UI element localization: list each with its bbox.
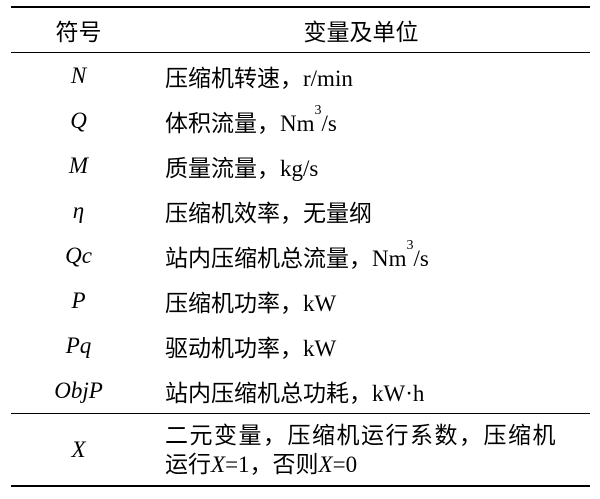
desc-X: 二元变量，压缩机运行系数，压缩机 运行X=1，否则X=0 [146, 421, 590, 479]
desc-X-line2-text: 运行 [165, 451, 211, 477]
superscript-3: 3 [406, 237, 414, 253]
symbol-Pq: Pq [65, 332, 92, 358]
desc-Pq: 驱动机功率，kW [165, 335, 337, 361]
table-row: η 压缩机效率，无量纲 [11, 188, 590, 233]
desc-X-line2-text: =0 [332, 451, 358, 477]
table-row: Pq 驱动机功率，kW [11, 323, 590, 368]
desc-X-line1: 二元变量，压缩机运行系数，压缩机 [165, 422, 557, 448]
table-row: Q 体积流量，Nm3/s [11, 98, 590, 143]
header-symbol-cell: 符号 [55, 20, 102, 45]
table-row: M 质量流量，kg/s [11, 143, 590, 188]
symbol-X: X [71, 436, 86, 462]
desc-X-var: X [211, 451, 226, 477]
desc-Qc-unit: /s [413, 245, 429, 271]
desc-Qc-text: 站内压缩机总流量，Nm [165, 245, 407, 271]
desc-P: 压缩机功率，kW [165, 290, 337, 316]
symbol-eta: η [72, 197, 85, 223]
desc-Q: 体积流量，Nm3/s [146, 102, 590, 138]
table-header-row: 符号 变量及单位 [11, 8, 590, 53]
desc-M: 质量流量，kg/s [165, 155, 319, 181]
desc-X-var: X [318, 451, 333, 477]
desc-Q-unit: /s [321, 110, 337, 136]
table-row: X 二元变量，压缩机运行系数，压缩机 运行X=1，否则X=0 [11, 413, 590, 485]
desc-eta: 压缩机效率，无量纲 [165, 200, 372, 226]
header-variable-unit-cell: 变量及单位 [303, 20, 419, 45]
symbol-M: M [68, 152, 89, 178]
table-row: N 压缩机转速，r/min [11, 53, 590, 98]
symbol-Q: Q [70, 107, 87, 133]
superscript-3: 3 [314, 102, 322, 118]
desc-ObjP: 站内压缩机总功耗，kW·h [165, 380, 425, 406]
symbol-N: N [70, 62, 87, 88]
table-row: Qc 站内压缩机总流量，Nm3/s [11, 233, 590, 278]
symbol-Qc: Qc [65, 242, 92, 268]
nomenclature-table: 符号 变量及单位 N 压缩机转速，r/min Q 体积流量，Nm3/s M 质量… [11, 6, 590, 487]
desc-Qc: 站内压缩机总流量，Nm3/s [146, 237, 590, 273]
desc-Q-text: 体积流量，Nm [165, 110, 315, 136]
table-row: P 压缩机功率，kW [11, 278, 590, 323]
desc-N: 压缩机转速，r/min [165, 65, 353, 91]
table-row: ObjP 站内压缩机总功耗，kW·h [11, 368, 590, 413]
desc-X-line2: 运行X=1，否则X=0 [165, 450, 580, 479]
symbol-P: P [71, 287, 86, 313]
desc-X-line2-text: =1，否则 [225, 451, 319, 477]
symbol-ObjP: ObjP [54, 377, 103, 403]
